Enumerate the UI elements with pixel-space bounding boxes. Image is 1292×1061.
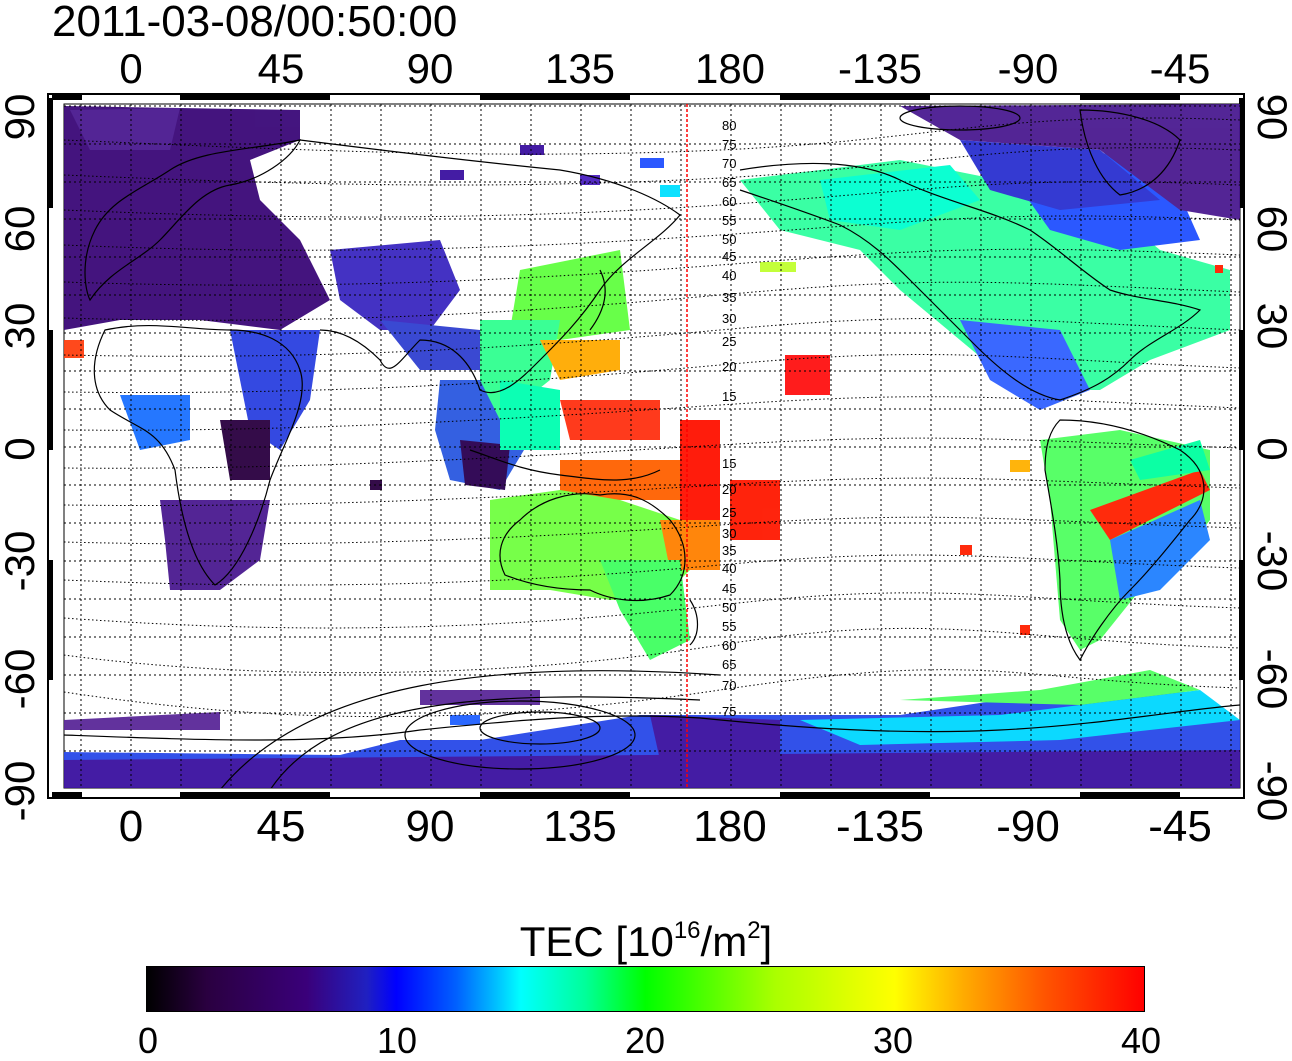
lon-tick-top: 0: [119, 45, 143, 92]
mag-lat-label: 40: [722, 268, 737, 283]
lon-tick-bottom: 45: [256, 802, 306, 851]
mag-lat-label: 15: [722, 389, 737, 404]
mag-lat-label: 50: [722, 232, 737, 247]
mag-lat-label: 60: [722, 194, 737, 209]
mag-lat-label: 75: [722, 137, 737, 152]
mag-lat-label: 70: [722, 678, 737, 693]
mag-lat-label: 60: [722, 638, 737, 653]
lon-tick-top: 90: [406, 45, 454, 92]
lon-tick-bottom: 0: [118, 802, 144, 851]
colorbar-tick: 0: [137, 1020, 159, 1061]
mag-lat-label: 25: [722, 505, 737, 520]
mag-lat-label: 65: [722, 657, 737, 672]
frame-tick-bars: [48, 94, 1244, 798]
mag-lat-label: 30: [722, 311, 737, 326]
mag-lat-label: 80: [722, 118, 737, 133]
mag-lat-label: 40: [722, 561, 737, 576]
mag-lat-label: 20: [722, 482, 737, 497]
lon-tick-top: -45: [1149, 45, 1211, 92]
lon-tick-top: -90: [997, 45, 1059, 92]
mag-lat-label: 55: [722, 213, 737, 228]
mag-lat-label: 50: [722, 600, 737, 615]
mag-lat-label: 45: [722, 249, 737, 264]
lon-tick-bottom: -90: [996, 802, 1060, 851]
mag-lat-label: 35: [722, 543, 737, 558]
colorbar-tick: 20: [624, 1020, 666, 1061]
mag-lat-label: 35: [722, 290, 737, 305]
lon-tick-bottom: 90: [405, 802, 455, 851]
mag-lat-label: 75: [722, 704, 737, 719]
mag-lat-label: 30: [722, 526, 737, 541]
lon-tick-top: -135: [837, 45, 923, 92]
colorbar: [146, 966, 1145, 1012]
magnetic-pole-contours: [220, 105, 1021, 788]
lon-tick-top: 45: [257, 45, 305, 92]
colorbar-title: TEC [1016/m2]: [519, 917, 773, 965]
colorbar-tick: 30: [872, 1020, 914, 1061]
graticule: [64, 104, 1240, 788]
colorbar-tick: 40: [1120, 1020, 1162, 1061]
mag-lat-label: 70: [722, 156, 737, 171]
lon-tick-bottom: -45: [1148, 802, 1212, 851]
mag-lat-label: 15: [722, 456, 737, 471]
colorbar-tick: 10: [376, 1020, 418, 1061]
lon-tick-bottom: 135: [543, 802, 617, 851]
mag-lat-label: 45: [722, 581, 737, 596]
lon-tick-bottom: -135: [835, 802, 925, 851]
timestamp-title: 2011-03-08/00:50:00: [52, 0, 458, 46]
tec-data-layer: [64, 104, 1240, 788]
mag-lat-label: 25: [722, 334, 737, 349]
lon-tick-top: 180: [694, 45, 766, 92]
lon-tick-bottom: 180: [693, 802, 767, 851]
coastlines: [64, 109, 1240, 741]
magnetic-contours: [64, 117, 1240, 718]
mag-lat-label: 55: [722, 619, 737, 634]
lon-tick-top: 135: [544, 45, 616, 92]
mag-lat-label: 20: [722, 359, 737, 374]
mag-lat-label: 65: [722, 175, 737, 190]
